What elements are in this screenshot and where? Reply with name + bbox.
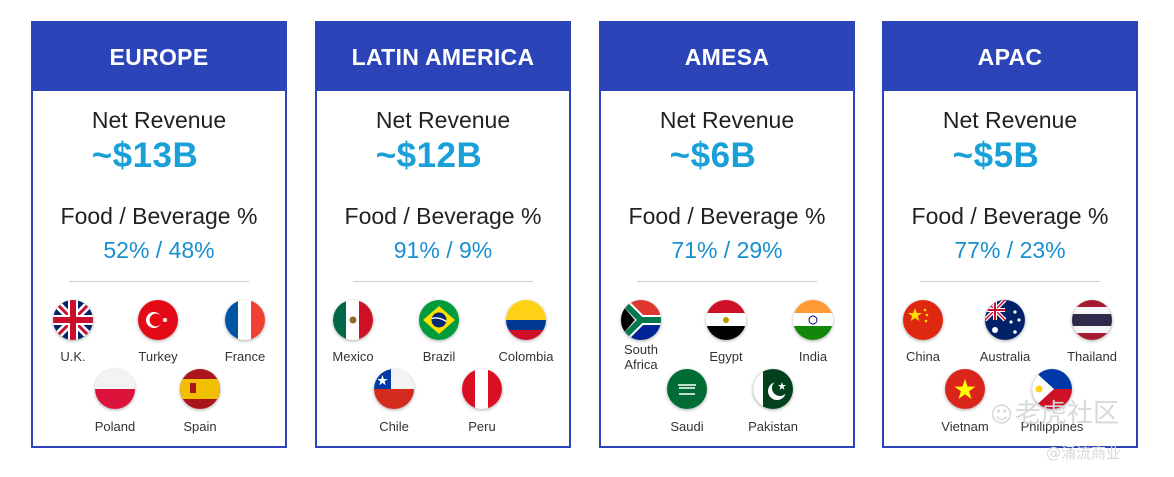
country-name: France	[224, 349, 266, 364]
watermark-icon: ☺	[990, 403, 1013, 428]
country-name: Vietnam	[941, 419, 989, 434]
country-name: Mexico	[332, 349, 374, 364]
watermark-text: 老虎社区	[1014, 399, 1119, 429]
brazil-flag-icon	[419, 300, 459, 340]
country-name: Chile	[379, 419, 409, 434]
country-name: India	[798, 349, 828, 364]
country-name: Pakistan	[748, 419, 798, 434]
turkey-flag-icon	[138, 300, 178, 340]
net-revenue-label: Net Revenue	[659, 107, 795, 133]
food-beverage-value: 52% / 48%	[103, 237, 215, 263]
thailand-flag-icon	[1072, 300, 1112, 340]
region-card-europe: EUROPE Net Revenue ~$13B Food / Beverage…	[31, 21, 287, 448]
colombia-flag-icon	[506, 300, 546, 340]
country-name: Colombia	[498, 349, 554, 364]
divider	[69, 281, 249, 282]
country-name: Philippines	[1020, 419, 1084, 434]
spain-flag-icon	[180, 369, 220, 409]
pakistan-flag-icon	[753, 369, 793, 409]
country-name: China	[906, 349, 940, 364]
food-beverage-label: Food / Beverage %	[60, 203, 258, 229]
country-name: Australia	[979, 349, 1031, 364]
country-name: Peru	[468, 419, 496, 434]
mexico-flag-icon	[333, 300, 373, 340]
food-beverage-label: Food / Beverage %	[344, 203, 542, 229]
food-beverage-value: 77% / 23%	[954, 237, 1066, 263]
country-name: Turkey	[138, 349, 178, 364]
watermark-handle: @涌流商业	[1046, 444, 1122, 462]
country-name: Poland	[94, 419, 136, 434]
china-flag-icon	[903, 300, 943, 340]
country-name: Thailand	[1067, 349, 1117, 364]
region-header: LATIN AMERICA	[317, 23, 569, 91]
food-beverage-label: Food / Beverage %	[911, 203, 1109, 229]
net-revenue-value: ~$13B	[91, 136, 199, 175]
divider	[353, 281, 533, 282]
south-africa-flag-icon	[621, 300, 661, 340]
region-card-apac: APAC Net Revenue ~$5B Food / Beverage % …	[882, 21, 1138, 448]
australia-flag-icon	[985, 300, 1025, 340]
net-revenue-label: Net Revenue	[375, 107, 511, 133]
net-revenue-label: Net Revenue	[942, 107, 1078, 133]
food-beverage-label: Food / Beverage %	[628, 203, 826, 229]
country-name: Egypt	[709, 349, 743, 364]
net-revenue-label: Net Revenue	[91, 107, 227, 133]
net-revenue-value: ~$6B	[669, 136, 757, 175]
net-revenue-value: ~$12B	[375, 136, 483, 175]
region-header: APAC	[884, 23, 1136, 91]
philippines-flag-icon	[1032, 369, 1072, 409]
country-name: Spain	[183, 419, 217, 434]
chile-flag-icon	[374, 369, 414, 409]
india-flag-icon	[793, 300, 833, 340]
country-name: U.K.	[60, 349, 86, 364]
egypt-flag-icon	[706, 300, 746, 340]
country-name: Brazil	[422, 349, 456, 364]
food-beverage-value: 71% / 29%	[671, 237, 783, 263]
region-card-amesa: AMESA Net Revenue ~$6B Food / Beverage %…	[599, 21, 855, 448]
net-revenue-value: ~$5B	[952, 136, 1040, 175]
food-beverage-value: 91% / 9%	[393, 237, 493, 263]
region-card-latin-america: LATIN AMERICA Net Revenue ~$12B Food / B…	[315, 21, 571, 448]
vietnam-flag-icon	[945, 369, 985, 409]
watermark-logo: ☺老虎社区	[990, 393, 1119, 430]
region-header: EUROPE	[33, 23, 285, 91]
france-flag-icon	[225, 300, 265, 340]
uk-flag-icon	[53, 300, 93, 340]
country-name: South Africa	[624, 342, 658, 372]
saudi-flag-icon	[667, 369, 707, 409]
divider	[637, 281, 817, 282]
poland-flag-icon	[95, 369, 135, 409]
divider	[920, 281, 1100, 282]
country-name: Saudi	[670, 419, 704, 434]
peru-flag-icon	[462, 369, 502, 409]
region-header: AMESA	[601, 23, 853, 91]
